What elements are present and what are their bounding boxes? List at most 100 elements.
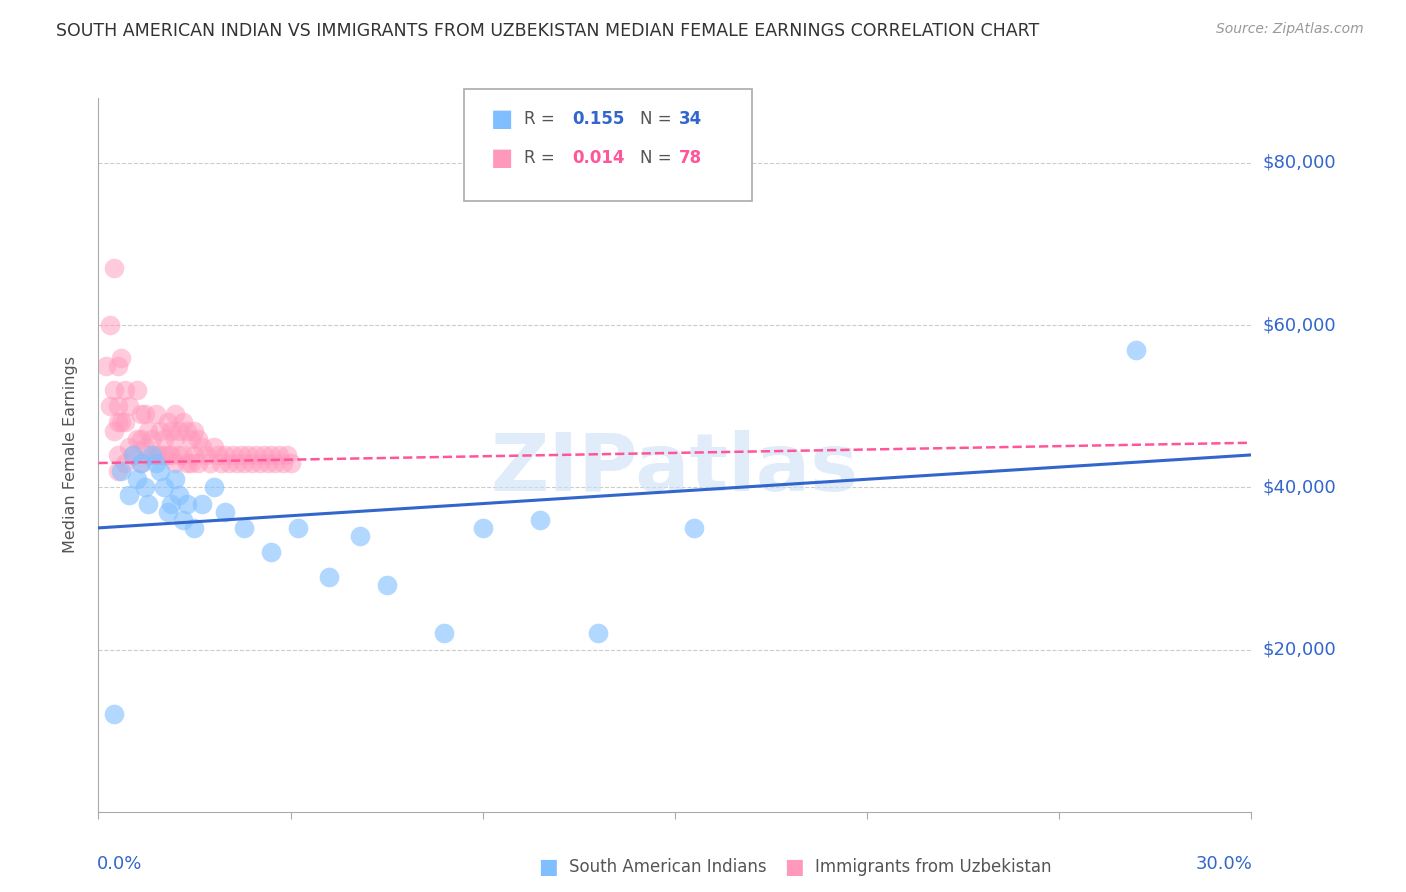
Text: South American Indians: South American Indians [569, 858, 768, 876]
Point [122, 448, 145, 462]
Point [260, 545, 283, 559]
Point [471, 521, 494, 535]
Point [110, 464, 132, 478]
Point [256, 456, 278, 470]
Point [187, 432, 209, 446]
Point [145, 448, 167, 462]
Point [110, 416, 132, 430]
Text: N =: N = [640, 149, 676, 167]
Point [176, 497, 198, 511]
Point [152, 448, 174, 462]
Point [149, 424, 172, 438]
Text: ■: ■ [491, 146, 513, 169]
Point [287, 521, 309, 535]
Point [222, 448, 245, 462]
Point [122, 448, 145, 462]
Point [165, 456, 187, 470]
Point [318, 569, 340, 583]
Point [198, 456, 221, 470]
Point [683, 521, 706, 535]
Point [110, 351, 132, 365]
Point [118, 399, 141, 413]
Text: 78: 78 [679, 149, 702, 167]
Point [160, 497, 183, 511]
Point [229, 448, 252, 462]
Text: $20,000: $20,000 [1263, 640, 1336, 658]
Point [202, 440, 225, 454]
Point [118, 440, 141, 454]
Point [271, 456, 294, 470]
Point [165, 408, 187, 422]
Point [240, 456, 263, 470]
Text: $40,000: $40,000 [1263, 478, 1336, 496]
Point [141, 432, 163, 446]
Point [149, 448, 172, 462]
Point [118, 488, 141, 502]
Text: $80,000: $80,000 [1263, 154, 1336, 172]
Point [134, 408, 156, 422]
Point [125, 432, 148, 446]
Point [107, 464, 129, 478]
Point [183, 448, 205, 462]
Text: ■: ■ [538, 857, 558, 877]
Point [138, 424, 160, 438]
Point [138, 448, 160, 462]
Point [375, 577, 398, 591]
Point [218, 456, 240, 470]
Point [260, 448, 283, 462]
Text: R =: R = [524, 149, 561, 167]
Point [267, 448, 290, 462]
Text: Immigrants from Uzbekistan: Immigrants from Uzbekistan [815, 858, 1052, 876]
Point [202, 480, 225, 494]
Point [167, 424, 190, 438]
Point [172, 448, 194, 462]
Point [129, 432, 152, 446]
Point [129, 456, 152, 470]
Point [180, 456, 202, 470]
Point [249, 456, 271, 470]
Text: $60,000: $60,000 [1263, 316, 1336, 334]
Point [149, 464, 172, 478]
Point [114, 383, 136, 397]
Point [107, 416, 129, 430]
Point [529, 513, 551, 527]
Point [238, 448, 260, 462]
Point [165, 432, 187, 446]
Point [233, 456, 256, 470]
Point [114, 456, 136, 470]
Point [264, 456, 287, 470]
Text: 34: 34 [679, 110, 703, 128]
Point [276, 448, 298, 462]
Point [207, 448, 229, 462]
Point [103, 424, 125, 438]
Text: SOUTH AMERICAN INDIAN VS IMMIGRANTS FROM UZBEKISTAN MEDIAN FEMALE EARNINGS CORRE: SOUTH AMERICAN INDIAN VS IMMIGRANTS FROM… [56, 22, 1039, 40]
Text: 0.014: 0.014 [572, 149, 624, 167]
Point [94, 359, 117, 373]
Point [183, 424, 205, 438]
Point [245, 448, 267, 462]
Point [103, 707, 125, 722]
Point [138, 497, 160, 511]
Point [180, 432, 202, 446]
Point [134, 480, 156, 494]
Point [156, 416, 179, 430]
Text: ■: ■ [785, 857, 804, 877]
Point [129, 408, 152, 422]
Point [98, 318, 121, 333]
Point [172, 513, 194, 527]
Point [125, 383, 148, 397]
Point [152, 480, 174, 494]
Y-axis label: Median Female Earnings: Median Female Earnings [63, 357, 77, 553]
Point [233, 521, 256, 535]
Point [176, 456, 198, 470]
Point [172, 416, 194, 430]
Point [125, 472, 148, 486]
Point [349, 529, 371, 543]
Point [160, 448, 183, 462]
Text: ■: ■ [491, 107, 513, 130]
Point [187, 456, 209, 470]
Point [145, 456, 167, 470]
Point [225, 456, 247, 470]
Point [134, 440, 156, 454]
Point [167, 448, 190, 462]
